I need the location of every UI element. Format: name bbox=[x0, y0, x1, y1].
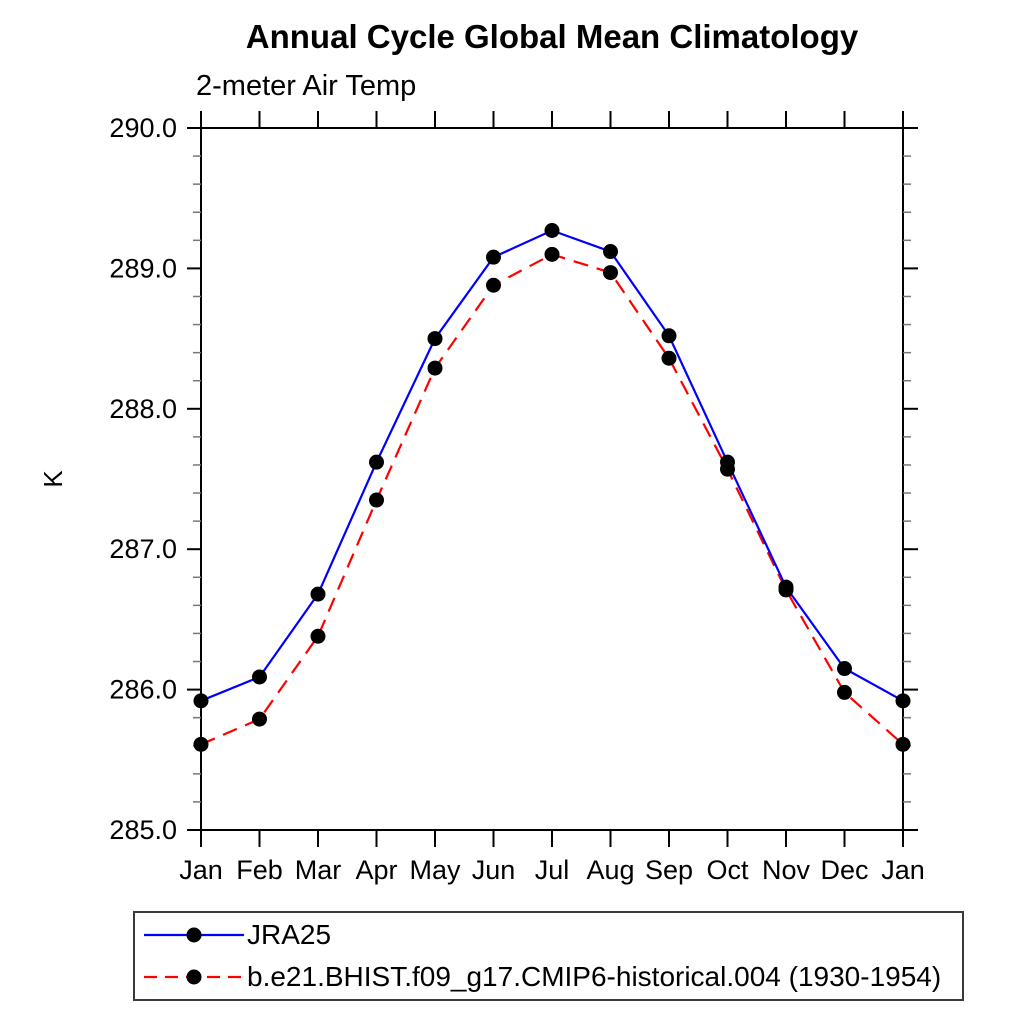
y-axis-tick-label: 285.0 bbox=[109, 815, 177, 845]
data-point-marker bbox=[778, 582, 794, 598]
x-axis-tick-label: Jan bbox=[179, 855, 223, 885]
y-axis-tick-label: 289.0 bbox=[109, 253, 177, 283]
data-point-marker bbox=[603, 244, 618, 260]
data-point-marker bbox=[310, 628, 326, 644]
y-axis-tick-label: 288.0 bbox=[109, 394, 177, 424]
data-point-marker bbox=[661, 350, 677, 366]
chart-title: Annual Cycle Global Mean Climatology bbox=[245, 18, 859, 55]
x-axis-tick-label: Sep bbox=[645, 855, 693, 885]
data-point-marker bbox=[427, 331, 443, 347]
x-axis-tick-label: Jul bbox=[535, 855, 570, 885]
data-point-marker bbox=[895, 736, 911, 752]
y-axis-tick-label: 287.0 bbox=[109, 534, 177, 564]
x-axis-tick-label: Jan bbox=[881, 855, 925, 885]
data-point-marker bbox=[837, 684, 852, 700]
y-axis-label: K bbox=[38, 470, 68, 488]
data-point-marker bbox=[544, 246, 560, 262]
y-axis-tick-label: 290.0 bbox=[109, 113, 177, 143]
legend-marker-icon bbox=[186, 969, 202, 985]
legend-line-sample-dashed bbox=[144, 969, 244, 985]
data-point-marker bbox=[369, 454, 384, 470]
x-axis-tick-label: Oct bbox=[706, 855, 749, 885]
series-line-jra25 bbox=[200, 229, 904, 702]
data-point-marker bbox=[369, 492, 384, 508]
legend-label-model: b.e21.BHIST.f09_g17.CMIP6-historical.004… bbox=[247, 960, 942, 992]
x-axis-tick-label: Nov bbox=[762, 855, 811, 885]
data-point-marker bbox=[895, 693, 911, 709]
legend-item-jra25: JRA25 bbox=[142, 916, 962, 954]
x-axis-tick-label: Feb bbox=[236, 855, 283, 885]
x-axis-tick-label: May bbox=[409, 855, 461, 885]
x-axis-tick-label: Apr bbox=[355, 855, 397, 885]
legend: JRA25 b.e21.BHIST.f09_g17.CMIP6-historic… bbox=[133, 911, 964, 1001]
data-point-marker bbox=[544, 222, 560, 238]
data-point-marker bbox=[837, 661, 852, 677]
data-point-marker bbox=[603, 265, 618, 281]
data-point-marker bbox=[486, 277, 501, 293]
legend-line-sample-solid bbox=[144, 927, 244, 943]
series-line-model bbox=[200, 253, 904, 746]
x-axis-tick-label: Dec bbox=[820, 855, 868, 885]
data-point-marker bbox=[193, 693, 209, 709]
y-axis-tick-label: 286.0 bbox=[109, 675, 177, 705]
data-point-marker bbox=[252, 669, 267, 685]
data-point-marker bbox=[193, 736, 209, 752]
legend-item-model: b.e21.BHIST.f09_g17.CMIP6-historical.004… bbox=[142, 958, 962, 996]
x-axis-tick-label: Jun bbox=[472, 855, 516, 885]
chart-subtitle: 2-meter Air Temp bbox=[196, 70, 417, 102]
data-point-marker bbox=[720, 461, 735, 477]
data-point-marker bbox=[310, 586, 326, 602]
x-axis-tick-label: Aug bbox=[586, 855, 634, 885]
data-point-marker bbox=[661, 328, 677, 344]
data-point-marker bbox=[252, 711, 267, 727]
x-axis-tick-label: Mar bbox=[295, 855, 342, 885]
legend-label-jra25: JRA25 bbox=[247, 919, 332, 951]
data-point-marker bbox=[427, 360, 443, 376]
data-point-marker bbox=[486, 249, 501, 265]
legend-marker-icon bbox=[186, 927, 202, 943]
